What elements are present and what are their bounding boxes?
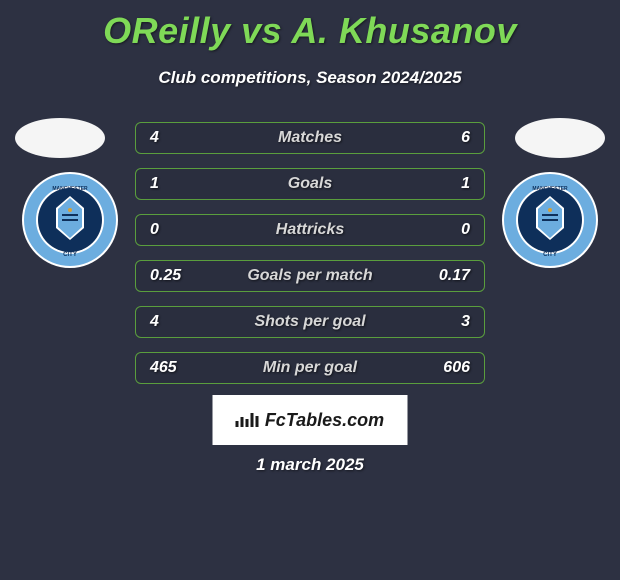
svg-text:MANCHESTER: MANCHESTER [52, 186, 88, 192]
stat-label: Matches [278, 129, 342, 147]
player-left-face [15, 118, 105, 158]
stat-row-min-per-goal: 465 Min per goal 606 [135, 352, 485, 384]
stat-left-value: 465 [150, 359, 177, 377]
stat-left-value: 1 [150, 175, 159, 193]
stat-left-value: 4 [150, 313, 159, 331]
stat-right-value: 606 [443, 359, 470, 377]
player-right-club-logo: MANCHESTER CITY [500, 170, 600, 270]
player-right-face [515, 118, 605, 158]
stat-row-goals-per-match: 0.25 Goals per match 0.17 [135, 260, 485, 292]
fctables-badge[interactable]: FcTables.com [213, 395, 408, 445]
stats-list: 4 Matches 6 1 Goals 1 0 Hattricks 0 0.25… [135, 122, 485, 398]
stat-right-value: 1 [461, 175, 470, 193]
stat-right-value: 6 [461, 129, 470, 147]
fctables-label: FcTables.com [265, 410, 384, 431]
comparison-date: 1 march 2025 [256, 455, 364, 475]
comparison-title: OReilly vs A. Khusanov [0, 0, 620, 52]
stat-row-goals: 1 Goals 1 [135, 168, 485, 200]
stat-row-shots-per-goal: 4 Shots per goal 3 [135, 306, 485, 338]
man-city-logo-icon: MANCHESTER CITY [500, 170, 600, 270]
man-city-logo-icon: MANCHESTER CITY [20, 170, 120, 270]
stat-right-value: 0 [461, 221, 470, 239]
svg-text:CITY: CITY [543, 252, 557, 258]
stat-left-value: 4 [150, 129, 159, 147]
svg-text:CITY: CITY [63, 252, 77, 258]
stat-left-value: 0.25 [150, 267, 181, 285]
svg-text:MANCHESTER: MANCHESTER [532, 186, 568, 192]
stat-label: Min per goal [263, 359, 357, 377]
season-subtitle: Club competitions, Season 2024/2025 [0, 68, 620, 88]
stat-right-value: 3 [461, 313, 470, 331]
player-left-club-logo: MANCHESTER CITY [20, 170, 120, 270]
stat-label: Goals [288, 175, 332, 193]
stat-row-matches: 4 Matches 6 [135, 122, 485, 154]
stat-label: Goals per match [247, 267, 372, 285]
stat-label: Hattricks [276, 221, 344, 239]
stat-right-value: 0.17 [439, 267, 470, 285]
stat-row-hattricks: 0 Hattricks 0 [135, 214, 485, 246]
stat-left-value: 0 [150, 221, 159, 239]
bars-icon [236, 413, 259, 427]
stat-label: Shots per goal [254, 313, 365, 331]
